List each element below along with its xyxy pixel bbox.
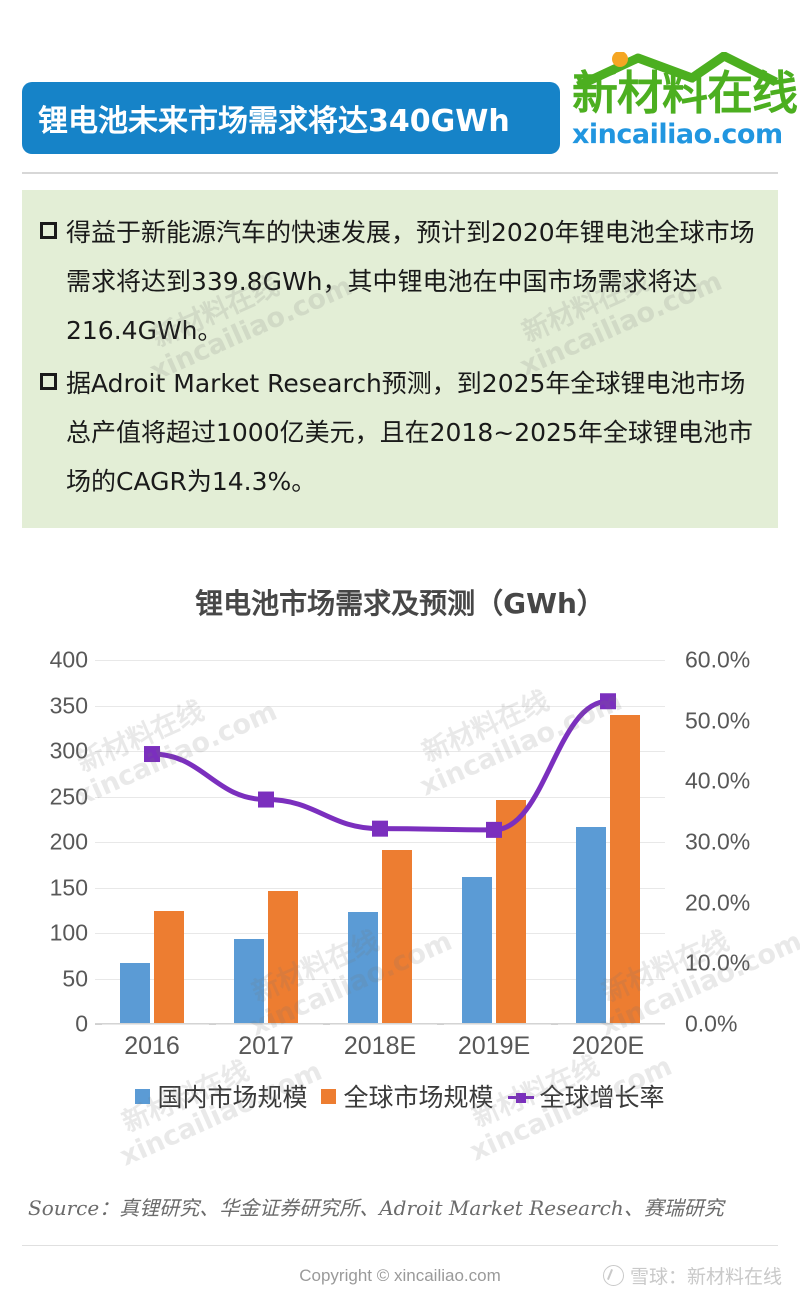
line-marker — [144, 746, 160, 763]
x-axis-tick-label: 2019E — [457, 1032, 531, 1060]
bar — [154, 911, 184, 1024]
legend-swatch-icon — [135, 1088, 151, 1104]
square-bullet-icon — [40, 222, 57, 239]
line-marker — [258, 791, 274, 808]
page-header: 锂电池未来市场需求将达340GWh 新材料在线 xincailiao.com — [0, 0, 800, 175]
axis-baseline — [95, 1023, 665, 1024]
x-axis-tick-label: 2017 — [238, 1032, 294, 1060]
axis-tick — [323, 1024, 330, 1025]
y-axis-right-tick-label: 20.0% — [685, 889, 751, 916]
copyright-text: Copyright © xincailiao.com — [299, 1266, 501, 1285]
brand-logo: 新材料在线 xincailiao.com — [566, 46, 798, 150]
legend-item[interactable]: 全球增长率 — [507, 1078, 665, 1114]
bar — [462, 876, 492, 1024]
bar — [576, 827, 606, 1024]
legend-label: 国内市场规模 — [157, 1083, 308, 1112]
y-axis-right-tick-label: 60.0% — [685, 646, 751, 673]
gridline — [95, 796, 665, 798]
xueqiu-icon — [602, 1265, 624, 1286]
y-axis-left-labels: 0 50 100 150 200 250 300 350 400 — [30, 647, 88, 1037]
y-axis-tick-label: 200 — [49, 828, 88, 855]
gridline — [95, 887, 665, 889]
y-axis-tick-label: 250 — [49, 783, 88, 809]
axis-tick — [209, 1024, 216, 1025]
x-axis-labels: 2016 2017 2018E 2019E 2020E — [95, 1032, 665, 1068]
y-axis-right-tick-label: 50.0% — [685, 707, 751, 734]
legend-swatch-icon — [321, 1088, 337, 1104]
y-axis-right-tick-label: 30.0% — [685, 828, 751, 855]
bar — [382, 850, 412, 1024]
chart-container: 锂电池市场需求及预测（GWh） 0 50 100 150 200 250 300 350 400… — [0, 560, 800, 1180]
bar — [268, 891, 298, 1024]
gridline — [95, 933, 665, 934]
axis-tick — [437, 1024, 444, 1025]
xueqiu-watermark: 雪球：新材料在线 — [602, 1262, 782, 1289]
source-note: Source：真锂研究、华金证券研究所、Adroit Market Resear… — [28, 1196, 724, 1220]
footer-divider — [22, 1245, 778, 1246]
x-axis-tick-label: 2020E — [571, 1032, 645, 1060]
header-divider — [22, 172, 778, 174]
y-axis-right-labels: 0.0% 10.0% 20.0% 30.0% 40.0% 50.0% 60.0% — [685, 647, 795, 1037]
xueqiu-label: 雪球：新材料在线 — [629, 1267, 782, 1288]
y-axis-tick-label: 100 — [49, 919, 88, 946]
gridline — [95, 751, 665, 752]
axis-tick — [551, 1024, 558, 1025]
y-axis-right-tick-label: 0.0% — [685, 1010, 738, 1037]
page-title: 锂电池未来市场需求将达340GWh — [38, 104, 510, 139]
chart-legend: 国内市场规模 全球市场规模 全球增长率 — [0, 1078, 800, 1114]
bullet-text: 得益于新能源汽车的快速发展，预计到2020年锂电池全球市场需求将达到339.8G… — [66, 218, 755, 345]
line-marker — [600, 693, 616, 710]
logo-chinese-text: 新材料在线 — [572, 66, 798, 120]
bar — [610, 714, 640, 1024]
bar — [348, 912, 378, 1024]
x-axis-tick-label: 2016 — [124, 1032, 180, 1060]
growth-rate-line — [144, 693, 616, 838]
line-marker — [372, 820, 388, 837]
axis-tick — [95, 1024, 102, 1025]
plot-area — [95, 660, 665, 1025]
y-axis-tick-label: 0 — [75, 1010, 88, 1037]
gridline — [95, 660, 665, 661]
bar-series-layer — [95, 660, 665, 1025]
list-item: 据Adroit Market Research预测，到2025年全球锂电池市场总… — [40, 359, 756, 506]
logo-roof-icon — [576, 52, 779, 88]
line-marker — [486, 821, 502, 838]
gridline — [95, 978, 665, 980]
summary-callout: 得益于新能源汽车的快速发展，预计到2020年锂电池全球市场需求将达到339.8G… — [22, 190, 778, 528]
legend-item[interactable]: 全球市场规模 — [321, 1078, 494, 1114]
legend-label: 全球市场规模 — [343, 1083, 494, 1112]
gridline — [95, 842, 665, 843]
y-axis-tick-label: 300 — [49, 737, 88, 764]
line-path — [149, 698, 611, 833]
y-axis-tick-label: 150 — [49, 874, 88, 900]
y-axis-right-tick-label: 10.0% — [685, 949, 751, 976]
bar — [120, 963, 150, 1024]
y-axis-tick-label: 50 — [62, 965, 88, 991]
x-axis-tick-label: 2018E — [343, 1032, 417, 1060]
logo-domain-text: xincailiao.com — [572, 119, 783, 150]
list-item: 得益于新能源汽车的快速发展，预计到2020年锂电池全球市场需求将达到339.8G… — [40, 208, 756, 355]
gridline — [95, 705, 665, 707]
chart-title: 锂电池市场需求及预测（GWh） — [195, 587, 605, 620]
legend-item[interactable]: 国内市场规模 — [135, 1078, 307, 1114]
legend-line-icon — [507, 1089, 534, 1104]
title-banner: 锂电池未来市场需求将达340GWh — [22, 82, 560, 154]
bullet-text: 据Adroit Market Research预测，到2025年全球锂电池市场总… — [66, 369, 753, 496]
y-axis-tick-label: 400 — [49, 646, 88, 673]
y-axis-tick-label: 350 — [49, 692, 88, 718]
y-axis-right-tick-label: 40.0% — [685, 767, 751, 794]
bar — [234, 939, 264, 1024]
square-bullet-icon — [40, 373, 57, 390]
gridline — [95, 1024, 665, 1025]
legend-label: 全球增长率 — [539, 1083, 665, 1112]
